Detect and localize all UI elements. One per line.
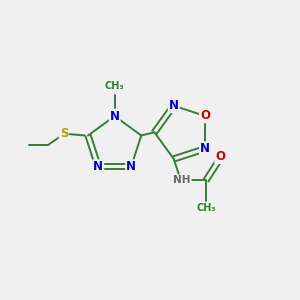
Text: N: N: [126, 160, 136, 173]
Text: N: N: [110, 110, 120, 123]
Text: N: N: [169, 99, 179, 112]
Text: O: O: [215, 150, 225, 163]
Text: NH: NH: [173, 175, 191, 185]
Text: CH₃: CH₃: [105, 81, 124, 91]
Text: N: N: [200, 142, 210, 155]
Text: N: N: [93, 160, 103, 173]
Text: O: O: [200, 110, 210, 122]
Text: CH₃: CH₃: [196, 203, 216, 213]
Text: S: S: [60, 128, 68, 140]
